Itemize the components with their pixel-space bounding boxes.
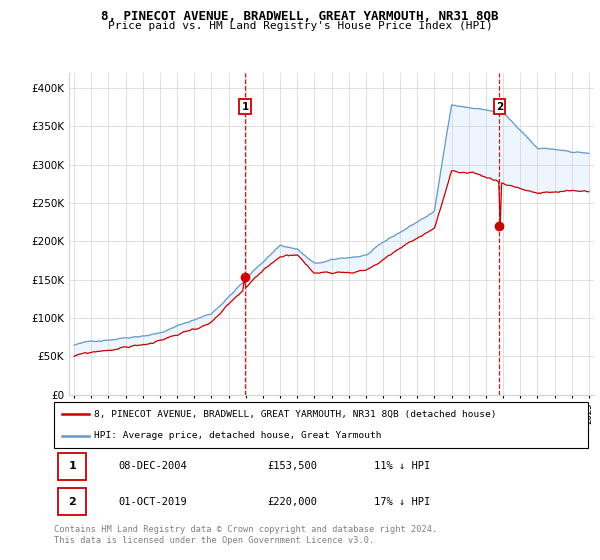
FancyBboxPatch shape — [58, 488, 86, 515]
FancyBboxPatch shape — [58, 453, 86, 480]
Text: Price paid vs. HM Land Registry's House Price Index (HPI): Price paid vs. HM Land Registry's House … — [107, 21, 493, 31]
Text: 08-DEC-2004: 08-DEC-2004 — [118, 461, 187, 472]
Text: 1: 1 — [68, 461, 76, 472]
Text: £220,000: £220,000 — [268, 497, 317, 507]
Text: Contains HM Land Registry data © Crown copyright and database right 2024.
This d: Contains HM Land Registry data © Crown c… — [54, 525, 437, 545]
Text: 01-OCT-2019: 01-OCT-2019 — [118, 497, 187, 507]
Text: HPI: Average price, detached house, Great Yarmouth: HPI: Average price, detached house, Grea… — [94, 431, 382, 440]
Text: 8, PINECOT AVENUE, BRADWELL, GREAT YARMOUTH, NR31 8QB: 8, PINECOT AVENUE, BRADWELL, GREAT YARMO… — [101, 10, 499, 23]
Text: 2: 2 — [68, 497, 76, 507]
Text: £153,500: £153,500 — [268, 461, 317, 472]
Text: 11% ↓ HPI: 11% ↓ HPI — [374, 461, 431, 472]
Text: 17% ↓ HPI: 17% ↓ HPI — [374, 497, 431, 507]
Text: 2: 2 — [496, 101, 503, 111]
FancyBboxPatch shape — [54, 402, 588, 448]
Text: 1: 1 — [241, 101, 248, 111]
Text: 8, PINECOT AVENUE, BRADWELL, GREAT YARMOUTH, NR31 8QB (detached house): 8, PINECOT AVENUE, BRADWELL, GREAT YARMO… — [94, 410, 497, 419]
